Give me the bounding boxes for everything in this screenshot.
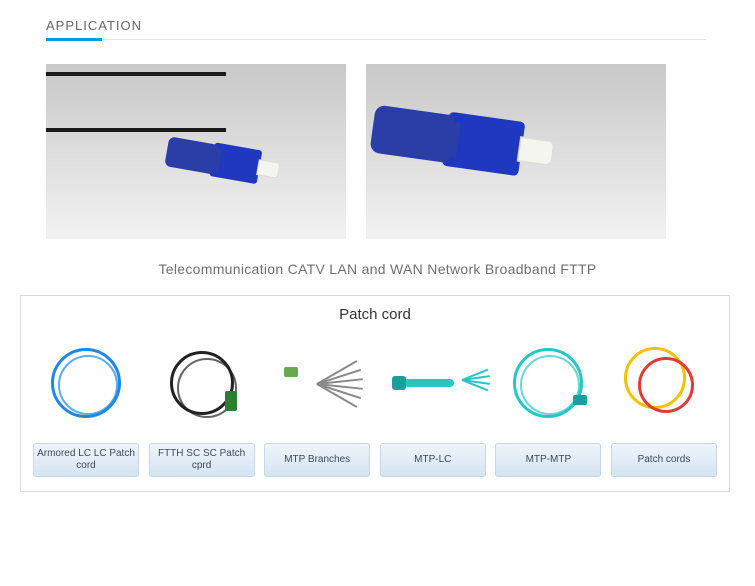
product-thumb-patch-cords (611, 333, 717, 433)
product-label-mtp-branches[interactable]: MTP Branches (264, 443, 370, 477)
coil-icon (513, 348, 583, 418)
section-underline-accent (46, 38, 102, 41)
product-thumb-armored-lc (33, 333, 139, 433)
hero-image-right (366, 64, 666, 239)
product-thumb-mtp-branches (264, 333, 370, 433)
product-label-ftth-sc[interactable]: FTTH SC SC Patch cprd (149, 443, 255, 477)
product-thumb-mtp-lc (380, 333, 486, 433)
product-label-armored-lc[interactable]: Armored LC LC Patch cord (33, 443, 139, 477)
catalog-title: Patch cord (33, 306, 717, 323)
section-title: APPLICATION (46, 18, 709, 33)
catalog-panel: Patch cord (20, 295, 730, 492)
trunk-icon (394, 363, 472, 403)
product-thumb-mtp-mtp (495, 333, 601, 433)
multi-coil-icon (624, 343, 704, 423)
product-thumb-ftth-sc (149, 333, 255, 433)
connector-ferrule (517, 136, 555, 166)
product-label-patch-cords[interactable]: Patch cords (611, 443, 717, 477)
connector-ferrule (256, 159, 280, 179)
product-image-row (33, 333, 717, 433)
hero-image-row (46, 64, 709, 239)
coil-icon (51, 348, 121, 418)
product-label-mtp-mtp[interactable]: MTP-MTP (495, 443, 601, 477)
hero-image-left (46, 64, 346, 239)
product-label-row: Armored LC LC Patch cord FTTH SC SC Patc… (33, 443, 717, 477)
product-label-mtp-lc[interactable]: MTP-LC (380, 443, 486, 477)
mtp-plug-icon (284, 367, 298, 377)
cable-shape (46, 72, 226, 132)
mtp-plug-icon (573, 395, 587, 405)
connector-boot (369, 105, 455, 164)
connector-boot (164, 136, 218, 174)
connector-left (164, 134, 282, 187)
coil-icon (170, 351, 234, 415)
connector-right (369, 101, 557, 180)
hero-subtitle: Telecommunication CATV LAN and WAN Netwo… (46, 261, 709, 277)
section-underline (46, 39, 706, 40)
connector-icon (225, 391, 237, 411)
